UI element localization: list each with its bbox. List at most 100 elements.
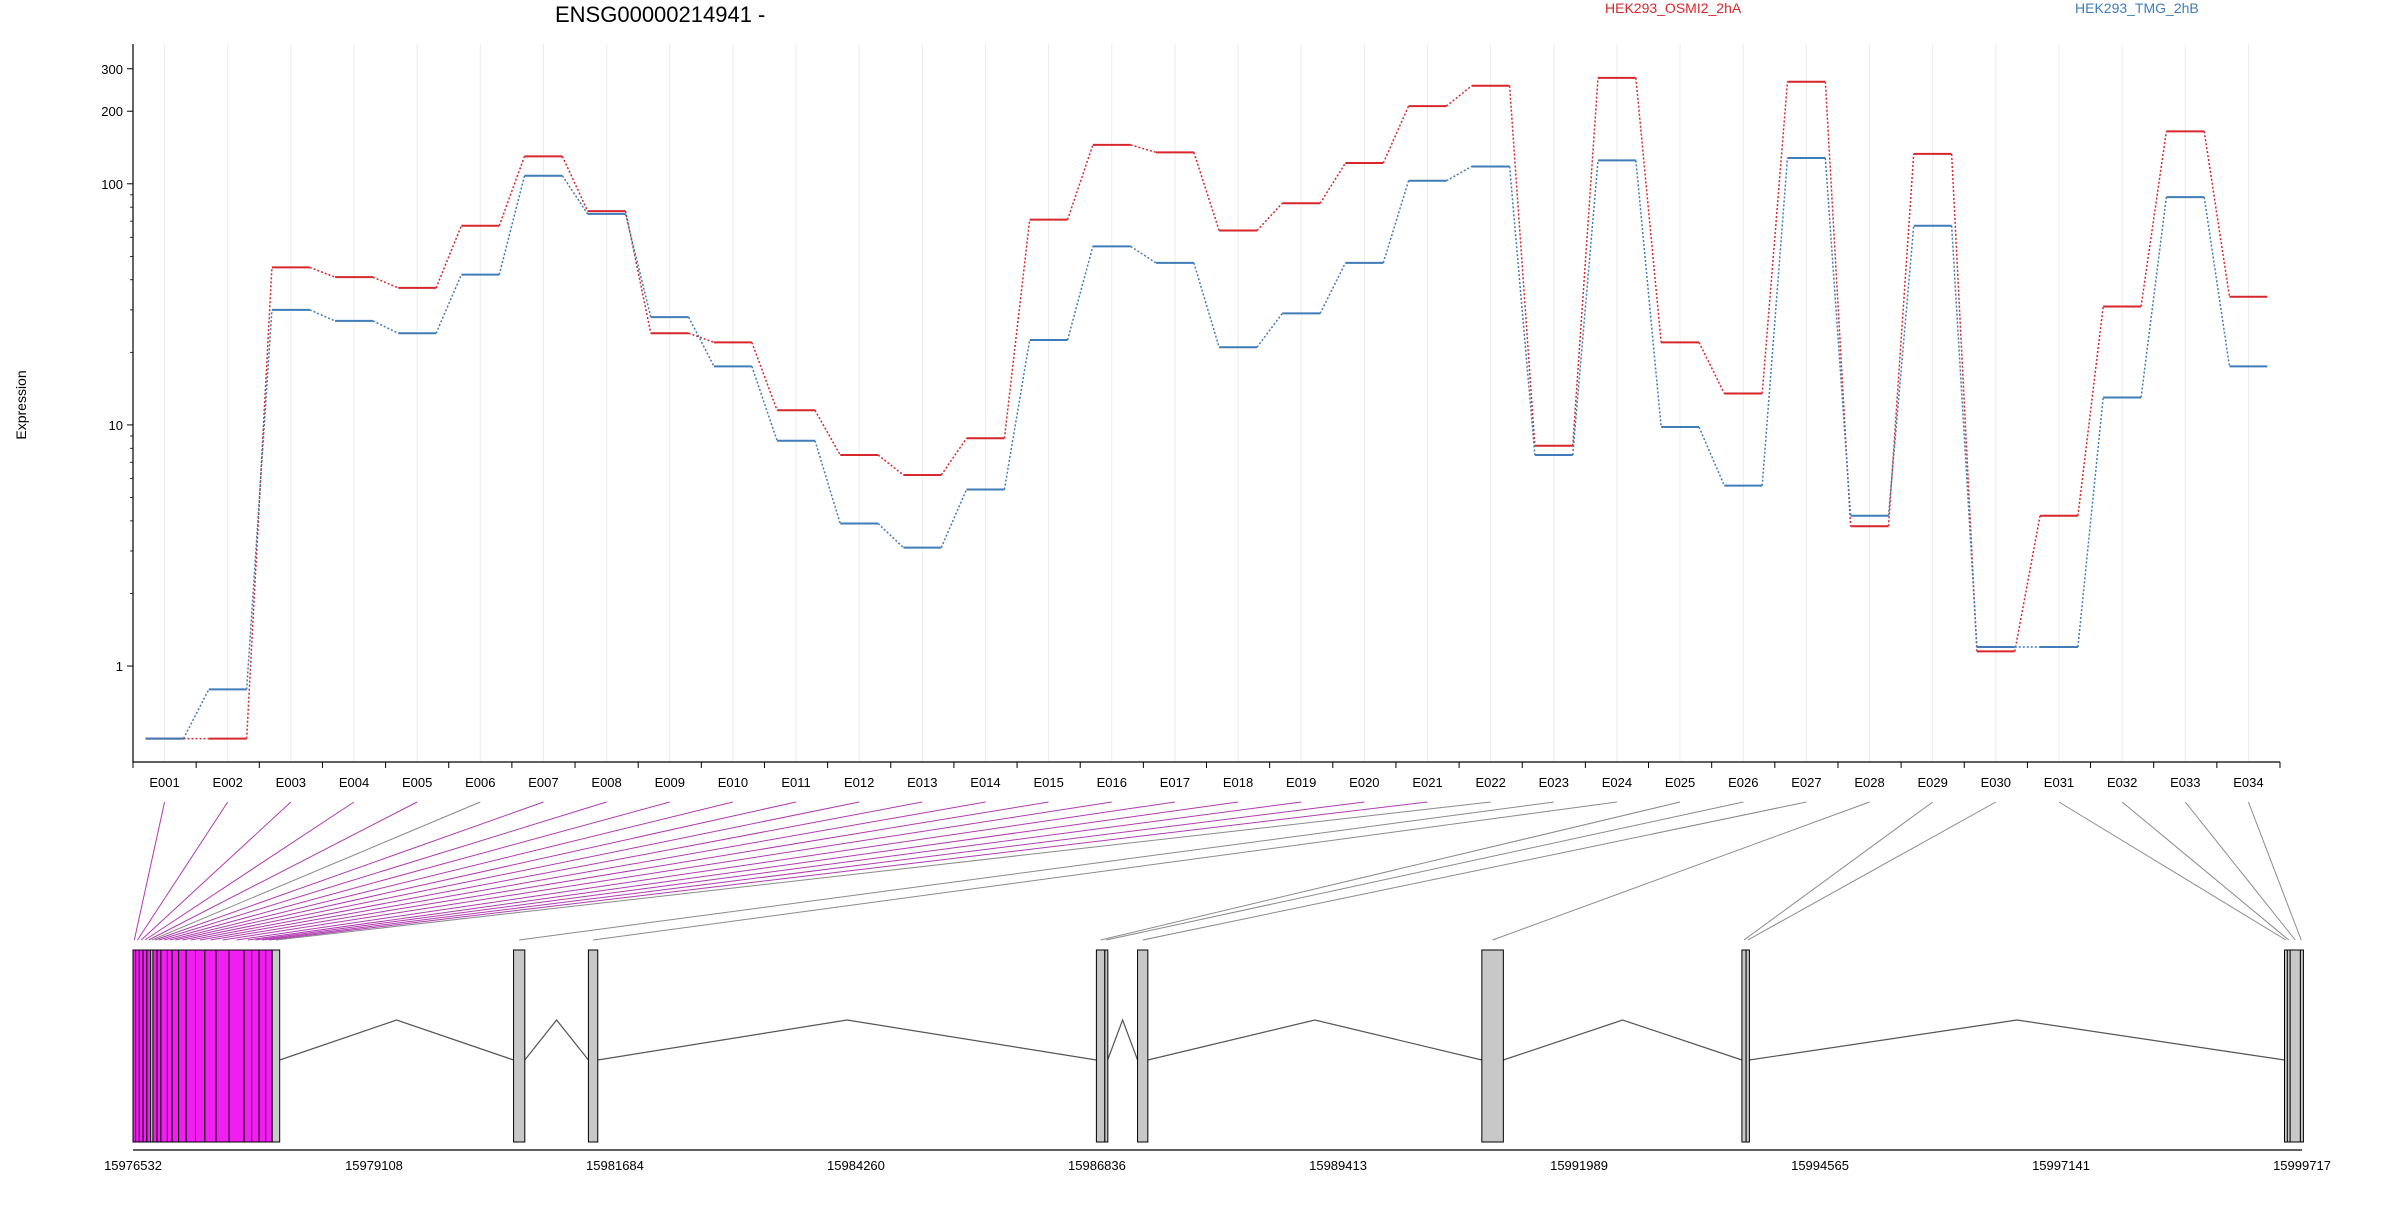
x-tick-label: E019: [1286, 775, 1316, 790]
series-osmi2: [145, 76, 2268, 740]
x-tick-label: E015: [1033, 775, 1063, 790]
series-connector: [1130, 144, 1157, 154]
x-tick-label: E012: [844, 775, 874, 790]
series-connector: [1445, 85, 1473, 107]
x-tick-label: E024: [1602, 775, 1632, 790]
y-axis-label: Expression: [13, 370, 29, 439]
series-connector: [2203, 131, 2231, 297]
exon-box: [513, 949, 526, 1143]
x-tick-label: E010: [718, 775, 748, 790]
exon-connector-line: [247, 801, 1239, 941]
exon-box: [204, 949, 217, 1143]
exon-box: [265, 949, 273, 1143]
series-connector: [1066, 246, 1094, 341]
exon-box: [178, 949, 187, 1143]
exon-box: [156, 949, 162, 1143]
x-tick-label: E009: [655, 775, 685, 790]
exon-box: [185, 949, 196, 1143]
exon-box: [142, 949, 148, 1143]
series-connector: [1130, 245, 1157, 264]
series-connector: [372, 320, 399, 334]
genomic-coordinate-label: 15984260: [827, 1158, 885, 1173]
y-tick-label: 100: [101, 177, 123, 192]
exon-box: [228, 949, 245, 1143]
series-connector: [1824, 157, 1852, 516]
exon-connector-line: [210, 801, 1049, 941]
exon-connector-line: [2121, 801, 2290, 941]
exon-box: [215, 949, 230, 1143]
series-connector: [1887, 225, 1915, 516]
series-connector: [1382, 105, 1410, 164]
x-tick-label: E002: [213, 775, 243, 790]
series-connector: [1382, 180, 1410, 264]
x-tick-label: E004: [339, 775, 369, 790]
series-connector: [372, 276, 399, 289]
exon-connector-line: [2247, 801, 2302, 941]
series-connector: [2203, 197, 2231, 367]
series-connector: [624, 213, 652, 318]
series-connector: [940, 437, 968, 476]
series-connector: [814, 409, 841, 456]
series-connector: [245, 267, 273, 739]
exon-connector-line: [148, 801, 418, 941]
series-connector: [1319, 262, 1347, 314]
exon-connector-line: [151, 801, 481, 941]
genomic-coordinate-label: 15986836: [1068, 1158, 1126, 1173]
series-connector: [1508, 85, 1536, 446]
series-connector: [751, 366, 778, 441]
x-tick-label: E031: [2044, 775, 2074, 790]
x-tick-label: E027: [1791, 775, 1821, 790]
genomic-coordinate-label: 15999717: [2273, 1158, 2331, 1173]
series-connector: [877, 522, 904, 549]
series-connector: [877, 454, 904, 476]
genomic-coordinate-label: 15979108: [345, 1158, 403, 1173]
exon-connector-line: [1106, 801, 1744, 941]
series-connector: [814, 440, 841, 524]
series-connector: [1635, 160, 1662, 428]
genomic-coordinate-label: 15976532: [104, 1158, 162, 1173]
x-tick-label: E020: [1349, 775, 1379, 790]
exon-connector-line: [1142, 801, 1807, 941]
genomic-coordinate-label: 15991989: [1550, 1158, 1608, 1173]
exon-box: [1481, 949, 1504, 1143]
series-connector: [2014, 515, 2041, 652]
exon-connectors: [133, 801, 2302, 941]
exon-connector-line: [2184, 801, 2296, 941]
exon-connector-line: [2058, 801, 2287, 941]
exon-box: [243, 949, 253, 1143]
series-connector: [1003, 219, 1031, 439]
genomic-coordinate-label: 15989413: [1309, 1158, 1367, 1173]
exon-connector-line: [154, 801, 544, 941]
series-tmg: [145, 156, 2268, 740]
series-connector: [1066, 144, 1094, 220]
exon-connector-line: [140, 801, 292, 941]
exon-connector-line: [1100, 801, 1681, 941]
intron-line: [279, 1019, 514, 1061]
series-connector: [1824, 81, 1852, 527]
y-tick-label: 10: [109, 418, 123, 433]
exon-connector-line: [1747, 801, 1997, 941]
x-tick-label: E026: [1728, 775, 1758, 790]
series-connector: [1508, 166, 1536, 456]
exon-box: [171, 949, 180, 1143]
series-connector: [1572, 160, 1599, 456]
exon-connector-line: [222, 801, 1112, 941]
y-tick-label: 1: [116, 659, 123, 674]
series-connector: [309, 266, 336, 278]
x-tick-label: E013: [907, 775, 937, 790]
series-connector: [1446, 165, 1473, 182]
exon-connector-line: [169, 801, 734, 941]
intron-line: [524, 1019, 589, 1061]
legend-series-tmg: HEK293_TMG_2hB: [2075, 0, 2199, 16]
genomic-coordinate-label: 15981684: [586, 1158, 644, 1173]
exon-box: [271, 949, 281, 1143]
exon-connector-line: [1492, 801, 1870, 941]
exon-box: [1104, 949, 1109, 1143]
x-tick-label: E017: [1160, 775, 1190, 790]
x-tick-label: E028: [1854, 775, 1884, 790]
series-connector: [1256, 312, 1283, 348]
exon-box: [1095, 949, 1106, 1143]
exon-connector-line: [137, 801, 229, 941]
series-connector: [1635, 77, 1662, 343]
x-tick-label: E030: [1981, 775, 2011, 790]
